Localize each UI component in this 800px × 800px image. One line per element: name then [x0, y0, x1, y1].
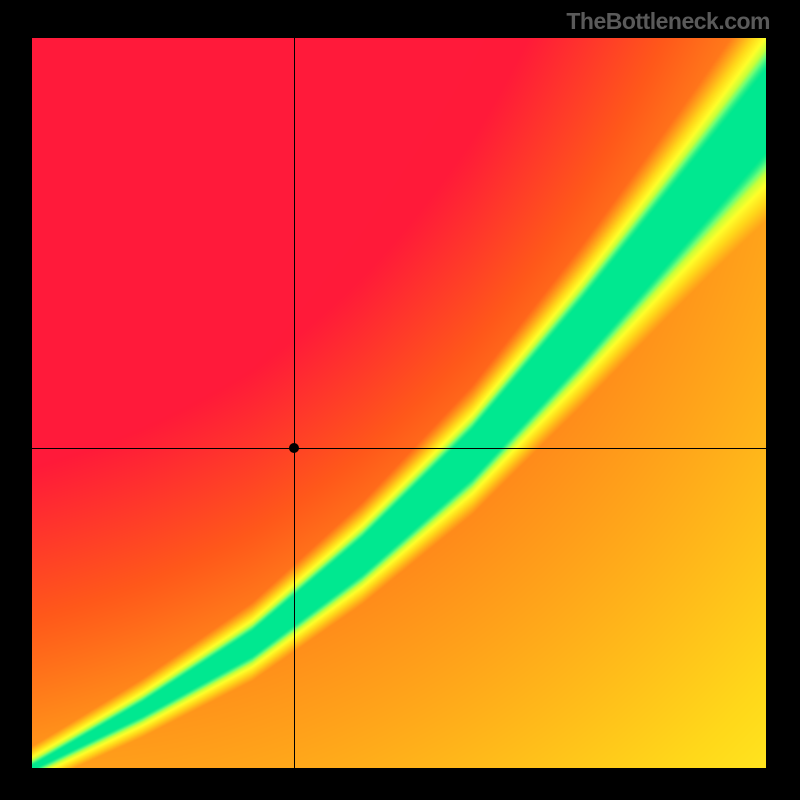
- heatmap-plot: [32, 38, 766, 768]
- attribution-text: TheBottleneck.com: [566, 8, 770, 35]
- crosshair-horizontal: [32, 448, 766, 449]
- crosshair-vertical: [294, 38, 295, 768]
- heatmap-canvas: [32, 38, 766, 768]
- crosshair-marker: [289, 443, 299, 453]
